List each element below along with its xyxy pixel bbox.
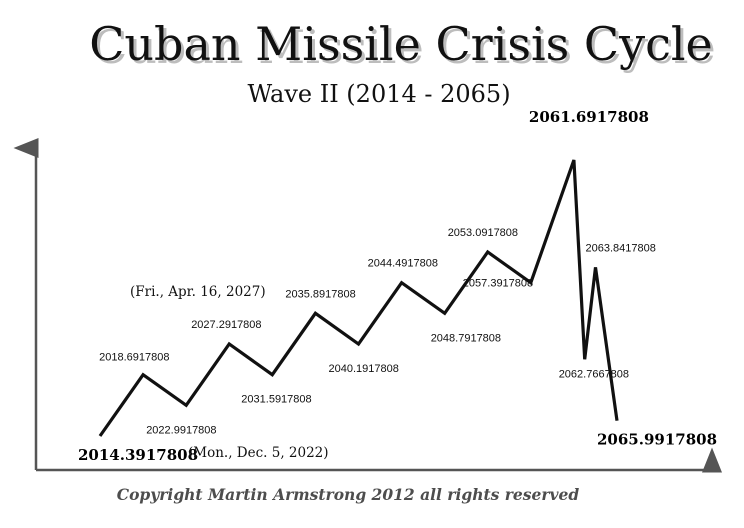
chart-title: Cuban Missile Crisis Cycle — [89, 17, 713, 71]
point-label: 2061.6917808 — [529, 108, 649, 126]
point-label: 2014.3917808 — [78, 446, 198, 464]
axes — [13, 138, 722, 473]
chart-subtitle: Wave II (2014 - 2065) — [247, 80, 510, 108]
point-label: 2053.0917808 — [448, 227, 518, 239]
copyright-text: Copyright Martin Armstrong 2012 all righ… — [117, 485, 580, 504]
point-label: 2031.5917808 — [241, 394, 311, 406]
series-line — [98, 159, 619, 437]
date-annotation: (Fri., Apr. 16, 2027) — [130, 284, 266, 300]
point-label: 2062.7667808 — [559, 368, 629, 380]
date-annotation: (Mon., Dec. 5, 2022) — [188, 445, 329, 461]
point-label: 2022.9917808 — [146, 424, 216, 436]
point-label: 2057.3917808 — [463, 278, 533, 290]
point-label: 2065.9917808 — [597, 431, 717, 449]
point-label: 2044.4917808 — [368, 258, 438, 270]
point-label: 2048.7917808 — [431, 332, 501, 344]
point-label: 2027.2917808 — [191, 319, 261, 331]
point-label: 2018.6917808 — [99, 352, 169, 364]
point-label: 2040.1917808 — [329, 363, 399, 375]
point-label: 2035.8917808 — [285, 288, 355, 300]
point-label: 2063.8417808 — [586, 242, 656, 254]
chart-title-shadow: Cuban Missile Crisis Cycle — [92, 20, 716, 74]
point-labels: 2014.3917808 2018.6917808 2022.9917808 2027… — [78, 108, 717, 464]
